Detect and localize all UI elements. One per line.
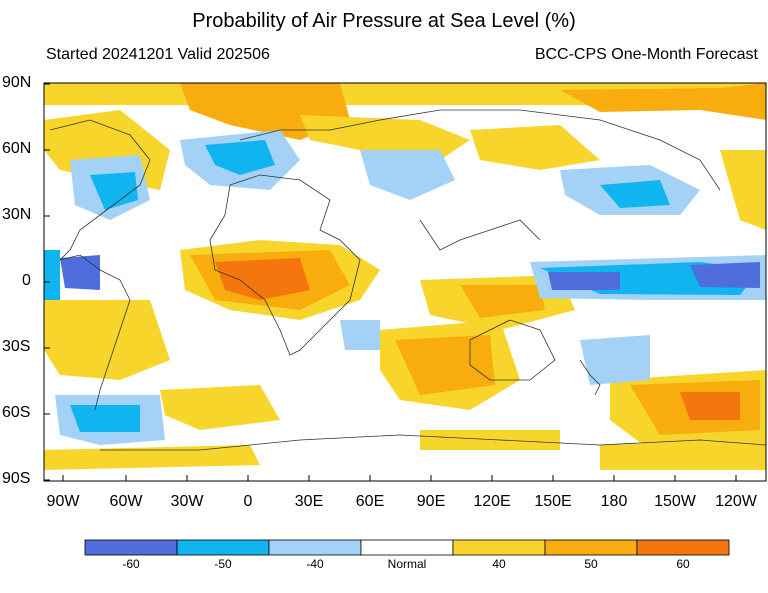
sw-pacific-below-40 [580, 335, 650, 385]
colorbar-swatch [84, 539, 178, 556]
colorbar [84, 539, 730, 556]
sa-yellow [44, 300, 170, 380]
lon-label: 120W [715, 493, 757, 510]
lat-label: 60S [2, 404, 31, 421]
eq-pacific-below-60-a [548, 272, 620, 290]
colorbar-swatch [268, 539, 362, 556]
lat-label: 0 [22, 272, 31, 289]
lon-label: 0 [243, 493, 253, 510]
colorbar-label: 50 [584, 557, 598, 571]
colorbar-swatch [360, 539, 454, 556]
s-indian-below-40 [340, 320, 380, 350]
lon-label: 60W [109, 493, 143, 510]
asia-below-40 [360, 150, 455, 200]
antarctic-yellow-c [600, 440, 766, 470]
coastlines [49, 109, 766, 451]
sp-above-60 [680, 392, 740, 420]
forecast-dates: Started 20241201 Valid 202506 [46, 46, 270, 63]
lon-label: 60E [355, 493, 385, 510]
colorbar-label: 40 [492, 557, 506, 571]
antarctic-yellow-a [44, 445, 260, 470]
antarctic-yellow-b [420, 430, 560, 450]
map-title: Probability of Air Pressure at Sea Level… [192, 10, 576, 32]
colorbar-label: 60 [676, 557, 690, 571]
sa-below-60 [60, 255, 100, 290]
lon-label: 30E [294, 493, 324, 510]
tropics-above-60 [215, 258, 310, 300]
colorbar-swatch [452, 539, 546, 556]
europe-below-50 [205, 140, 275, 175]
na-below-50 [90, 172, 138, 210]
lat-label: 60N [2, 140, 32, 157]
lon-label: 120E [473, 493, 511, 510]
colorbar-swatch [636, 539, 730, 556]
model-name: BCC-CPS One-Month Forecast [534, 46, 758, 63]
lon-label: 180 [600, 493, 628, 510]
eq-pacific-below-60-b [690, 262, 760, 288]
colorbar-swatch [544, 539, 638, 556]
colorbar-label: -50 [214, 557, 232, 571]
lat-label: 90S [2, 470, 31, 487]
lon-label: 90E [416, 493, 446, 510]
satl-yellow [160, 385, 280, 430]
colorbar-label: -60 [122, 557, 140, 571]
maritime-above-50 [460, 285, 545, 318]
arctic-pacific-above-50 [560, 83, 766, 120]
ep-below-50 [44, 250, 60, 300]
axis-ticks [44, 83, 737, 481]
ne-pacific-yellow [720, 150, 766, 230]
colorbar-swatch [176, 539, 270, 556]
lon-label: 90W [46, 493, 80, 510]
colorbar-label: Normal [387, 557, 427, 571]
so-below-50 [70, 405, 140, 432]
pacific-below-50 [600, 180, 670, 208]
probability-field [44, 83, 766, 481]
eurasia-yellow [300, 115, 470, 160]
lon-label: 30W [170, 493, 204, 510]
lat-label: 30S [2, 338, 31, 355]
lon-label: 150E [534, 493, 572, 510]
asia-yellow [470, 125, 600, 170]
lat-label: 90N [2, 74, 32, 91]
lon-label: 150W [654, 493, 696, 510]
colorbar-label: -40 [306, 557, 324, 571]
lat-label: 30N [2, 206, 32, 223]
